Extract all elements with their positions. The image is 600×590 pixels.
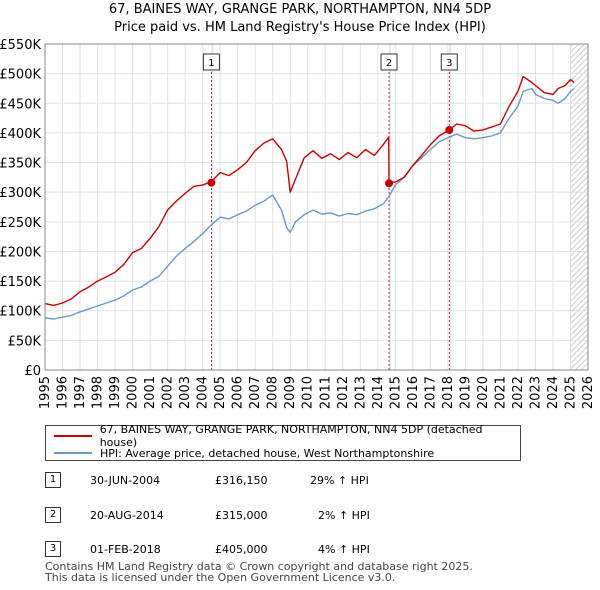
y-tick-label: £300K: [0, 186, 41, 201]
sale-number-badge: 2: [45, 507, 61, 523]
sale-point: [207, 178, 216, 187]
x-tick-label: 2024: [546, 376, 561, 409]
legend-swatch-hpi: [54, 452, 92, 454]
y-tick-label: £100K: [0, 305, 41, 320]
sale-shade: [389, 44, 392, 370]
plot-frame: [44, 43, 589, 371]
x-tick-label: 2011: [318, 376, 333, 409]
sale-price: £405,000: [215, 543, 268, 556]
sale-marker-box: [202, 53, 220, 71]
x-tick-label: 2026: [581, 376, 596, 409]
legend-swatch-property: [54, 435, 92, 437]
chart-title: 67, BAINES WAY, GRANGE PARK, NORTHAMPTON…: [108, 2, 492, 17]
x-tick-label: 2022: [511, 376, 526, 409]
sale-date: 30-JUN-2004: [90, 474, 161, 487]
price-chart: 1 2 3 £0 £50K £100K £150K £200K £250K £300K £350K…: [0, 38, 596, 409]
sale-marker-box: [380, 53, 398, 71]
x-tick-label: 2013: [353, 376, 368, 409]
footer-copyright: Contains HM Land Registry data © Crown c…: [45, 560, 473, 573]
x-tick-label: 2021: [493, 376, 508, 409]
x-tick-label: 2015: [388, 376, 403, 409]
x-tick-label: 1997: [73, 376, 88, 409]
hpi-line: [44, 87, 575, 320]
table-row: 3 01-FEB-2018 £405,000 4% ↑ HPI: [45, 541, 445, 559]
y-tick-label: £200K: [0, 245, 41, 260]
table-row: 1 30-JUN-2004 £316,150 29% ↑ HPI: [45, 472, 445, 490]
sale-price: £316,150: [215, 474, 268, 487]
x-tick-label: 2007: [248, 376, 263, 409]
x-tick-label: 1999: [108, 376, 123, 409]
x-tick-label: 2001: [143, 376, 158, 409]
x-tick-label: 2000: [126, 376, 141, 409]
chart-subtitle: Price paid vs. HM Land Registry's House …: [114, 20, 486, 35]
legend-item-property: 67, BAINES WAY, GRANGE PARK, NORTHAMPTON…: [54, 423, 520, 449]
sale-hpi-change: 29% ↑ HPI: [310, 474, 369, 487]
property-price-line: [44, 75, 575, 307]
sale-hpi-change: 2% ↑ HPI: [318, 509, 370, 522]
y-tick-label: £250K: [0, 216, 41, 231]
x-tick-label: 2008: [266, 376, 281, 409]
plot-area: [45, 44, 588, 370]
x-tick-label: 2020: [476, 376, 491, 409]
y-tick-label: £500K: [0, 68, 41, 83]
y-tick-label: £350K: [0, 157, 41, 172]
hatched-region: [570, 44, 588, 370]
x-tick-label: 2014: [371, 376, 386, 409]
sale-price: £315,000: [215, 509, 268, 522]
footer-licence: This data is licensed under the Open Gov…: [45, 571, 396, 584]
footer: Contains HM Land Registry data © Crown c…: [45, 561, 473, 583]
y-tick-label: £150K: [0, 275, 41, 290]
x-tick-label: 2016: [406, 376, 421, 409]
sale-shade: [449, 44, 452, 370]
legend-label-property: 67, BAINES WAY, GRANGE PARK, NORTHAMPTON…: [99, 423, 483, 449]
x-tick-label: 2012: [336, 376, 351, 409]
y-tick-label: £50K: [8, 334, 42, 349]
chart-legend: 67, BAINES WAY, GRANGE PARK, NORTHAMPTON…: [45, 423, 521, 461]
legend-item-hpi: HPI: Average price, detached house, West…: [54, 445, 434, 461]
x-tick-label: 2018: [441, 376, 456, 409]
x-tick-label: 2019: [458, 376, 473, 409]
sale-hpi-change: 4% ↑ HPI: [318, 543, 370, 556]
x-tick-label: 2010: [301, 376, 316, 409]
sale-marker-box: [440, 53, 458, 71]
sale-marker-label: 2: [386, 58, 392, 69]
sale-number-badge: 1: [45, 472, 61, 488]
x-tick-label: 2003: [178, 376, 193, 409]
sale-shade: [211, 44, 214, 370]
x-tick-label: 1996: [56, 376, 71, 409]
sale-marker-label: 3: [446, 58, 452, 69]
x-tick-label: 2023: [528, 376, 543, 409]
x-tick-label: 2025: [563, 376, 578, 409]
x-tick-label: 1995: [38, 376, 53, 409]
x-tick-label: 2005: [213, 376, 228, 409]
sale-number-badge: 3: [45, 541, 61, 557]
sale-marker-label: 1: [208, 58, 214, 69]
y-tick-label: £400K: [0, 127, 41, 142]
sale-point: [385, 179, 394, 188]
sale-date: 01-FEB-2018: [90, 543, 161, 556]
x-tick-label: 1998: [91, 376, 106, 409]
x-tick-label: 2017: [423, 376, 438, 409]
y-tick-label: £550K: [0, 38, 41, 53]
y-tick-label: £450K: [0, 97, 41, 112]
x-tick-label: 2004: [196, 376, 211, 409]
table-row: 2 20-AUG-2014 £315,000 2% ↑ HPI: [45, 507, 445, 525]
sale-point: [445, 125, 454, 134]
legend-label-hpi: HPI: Average price, detached house, West…: [100, 446, 435, 460]
x-tick-label: 2006: [231, 376, 246, 409]
sale-date: 20-AUG-2014: [90, 509, 164, 522]
y-tick-label: £0: [24, 364, 41, 379]
x-tick-label: 2009: [283, 376, 298, 409]
x-tick-label: 2002: [161, 376, 176, 409]
